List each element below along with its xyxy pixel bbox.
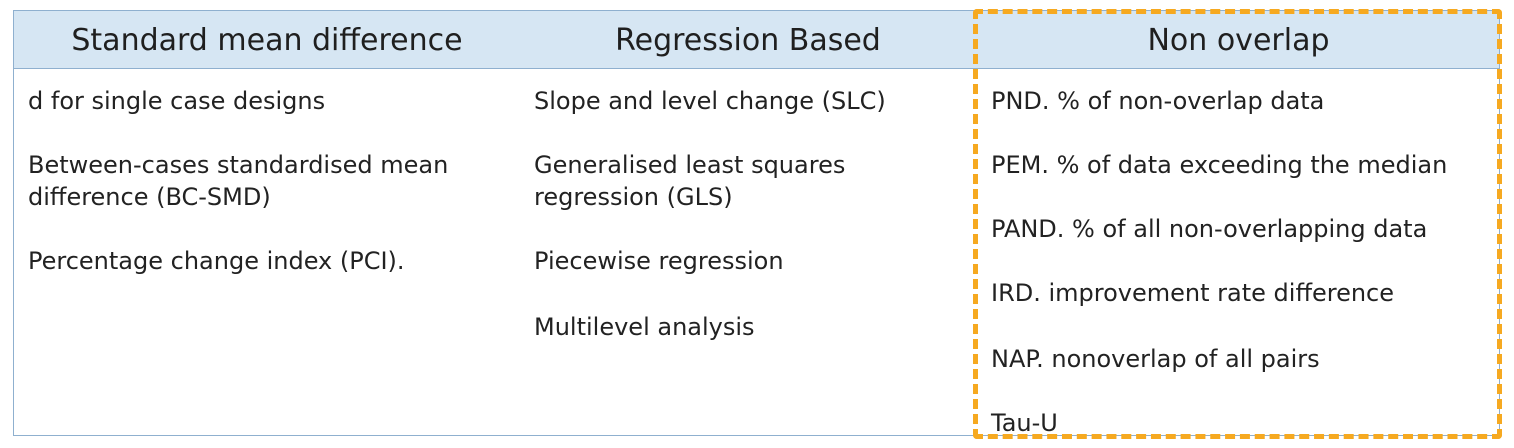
list-item: Percentage change index (PCI). <box>28 247 405 275</box>
list-item: Slope and level change (SLC) <box>534 87 886 115</box>
list-item: Tau-U <box>991 409 1058 437</box>
column-heading-non-overlap: Non overlap <box>1147 22 1330 58</box>
list-item: Piecewise regression <box>534 247 784 275</box>
table-header-row: Standard mean difference Regression Base… <box>14 11 1499 69</box>
list-item: Generalised least squares regression (GL… <box>534 151 846 211</box>
list-item: IRD. improvement rate difference <box>991 279 1395 307</box>
list-item: PAND. % of all non-overlapping data <box>991 215 1428 243</box>
column-heading-standard-mean-difference: Standard mean difference <box>71 22 463 58</box>
non-overlap-highlight-box <box>973 9 1502 439</box>
list-item: PND. % of non-overlap data <box>991 87 1325 115</box>
methods-table: Standard mean difference Regression Base… <box>13 10 1500 437</box>
list-item: Between-cases standardised mean differen… <box>28 151 449 211</box>
list-item: PEM. % of data exceeding the median <box>991 151 1448 179</box>
column-heading-regression-based: Regression Based <box>615 22 881 58</box>
list-item: NAP. nonoverlap of all pairs <box>991 345 1320 373</box>
list-item: d for single case designs <box>28 87 326 115</box>
list-item: Multilevel analysis <box>534 313 755 341</box>
